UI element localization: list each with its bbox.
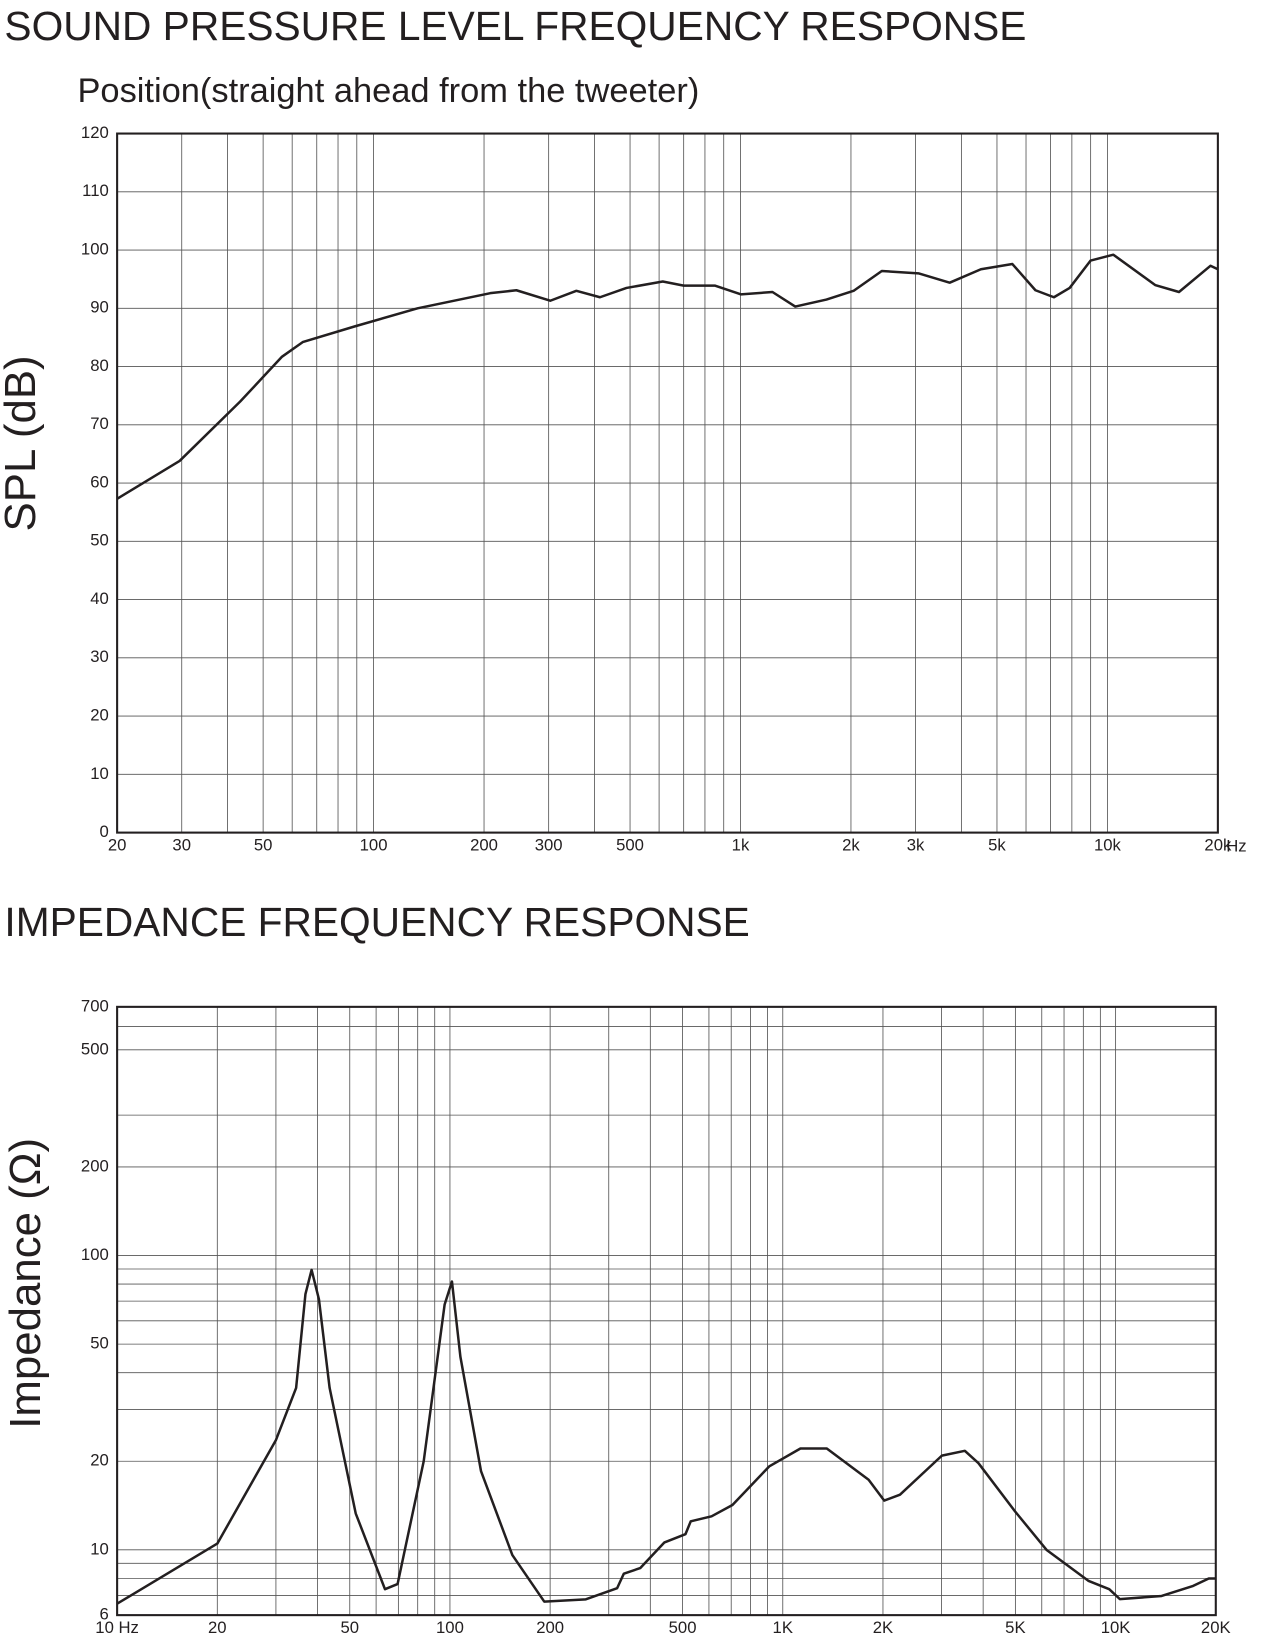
- x-tick-label: 2K: [873, 1618, 893, 1636]
- y-tick-label: 700: [81, 996, 109, 1015]
- plot-frame: [116, 1005, 1217, 1617]
- x-tick-label: 10k: [1094, 836, 1122, 855]
- plot-frame: [116, 132, 1219, 834]
- y-tick-label: 10: [90, 764, 109, 783]
- x-tick-label: 1K: [773, 1618, 793, 1636]
- y-tick-label: 40: [90, 589, 109, 608]
- y-tick-label: 80: [90, 356, 109, 375]
- y-tick-label: 50: [90, 1334, 109, 1353]
- x-tick-label: 10 Hz: [95, 1618, 139, 1636]
- y-axis-title: SPL (dB): [0, 355, 45, 531]
- x-tick-label: 200: [536, 1618, 564, 1636]
- y-tick-label: 110: [82, 181, 109, 200]
- data-line: [116, 1268, 1216, 1605]
- y-axis-title: Impedance (Ω): [1, 1138, 50, 1429]
- x-tick-label: 300: [535, 836, 563, 855]
- x-tick-label: 10K: [1101, 1618, 1131, 1636]
- x-axis-unit: Hz: [1226, 837, 1246, 856]
- y-tick-label: 70: [90, 414, 109, 433]
- y-tick-label: 0: [99, 822, 108, 841]
- y-tick-label: 6: [99, 1605, 108, 1624]
- x-tick-label: 30: [172, 836, 191, 855]
- x-tick-label: 1k: [732, 836, 750, 855]
- x-tick-label: 200: [470, 836, 498, 855]
- x-tick-label: 5k: [988, 836, 1006, 855]
- x-tick-label: 20k: [1204, 836, 1232, 855]
- y-tick-label: 500: [81, 1039, 109, 1058]
- y-tick-label: 20: [90, 706, 109, 725]
- data-line: [116, 253, 1219, 500]
- y-tick-label: 60: [90, 472, 109, 491]
- x-tick-label: 20K: [1201, 1618, 1231, 1636]
- x-tick-label: 20: [108, 836, 127, 855]
- x-tick-label: 100: [436, 1618, 464, 1636]
- y-tick-label: 100: [81, 239, 109, 258]
- y-tick-label: 10: [90, 1539, 109, 1558]
- x-tick-label: 500: [669, 1618, 697, 1636]
- x-tick-label: 2k: [842, 836, 860, 855]
- chart-title: SOUND PRESSURE LEVEL FREQUENCY RESPONSE: [4, 3, 1026, 49]
- y-tick-label: 90: [90, 298, 109, 317]
- chart-subtitle: Position(straight ahead from the tweeter…: [77, 72, 699, 110]
- x-tick-label: 50: [254, 836, 273, 855]
- x-tick-label: 100: [360, 836, 388, 855]
- x-tick-label: 5K: [1005, 1618, 1025, 1636]
- y-tick-label: 20: [90, 1451, 109, 1470]
- y-tick-label: 50: [90, 531, 109, 550]
- x-tick-label: 20: [208, 1618, 227, 1636]
- x-tick-label: 50: [340, 1618, 359, 1636]
- y-tick-label: 30: [90, 647, 109, 666]
- y-tick-label: 200: [81, 1156, 109, 1175]
- x-tick-label: 500: [616, 836, 644, 855]
- x-tick-label: 3k: [907, 836, 925, 855]
- chart-title: IMPEDANCE FREQUENCY RESPONSE: [4, 899, 749, 945]
- y-tick-label: 100: [81, 1245, 109, 1264]
- y-tick-label: 120: [81, 123, 109, 142]
